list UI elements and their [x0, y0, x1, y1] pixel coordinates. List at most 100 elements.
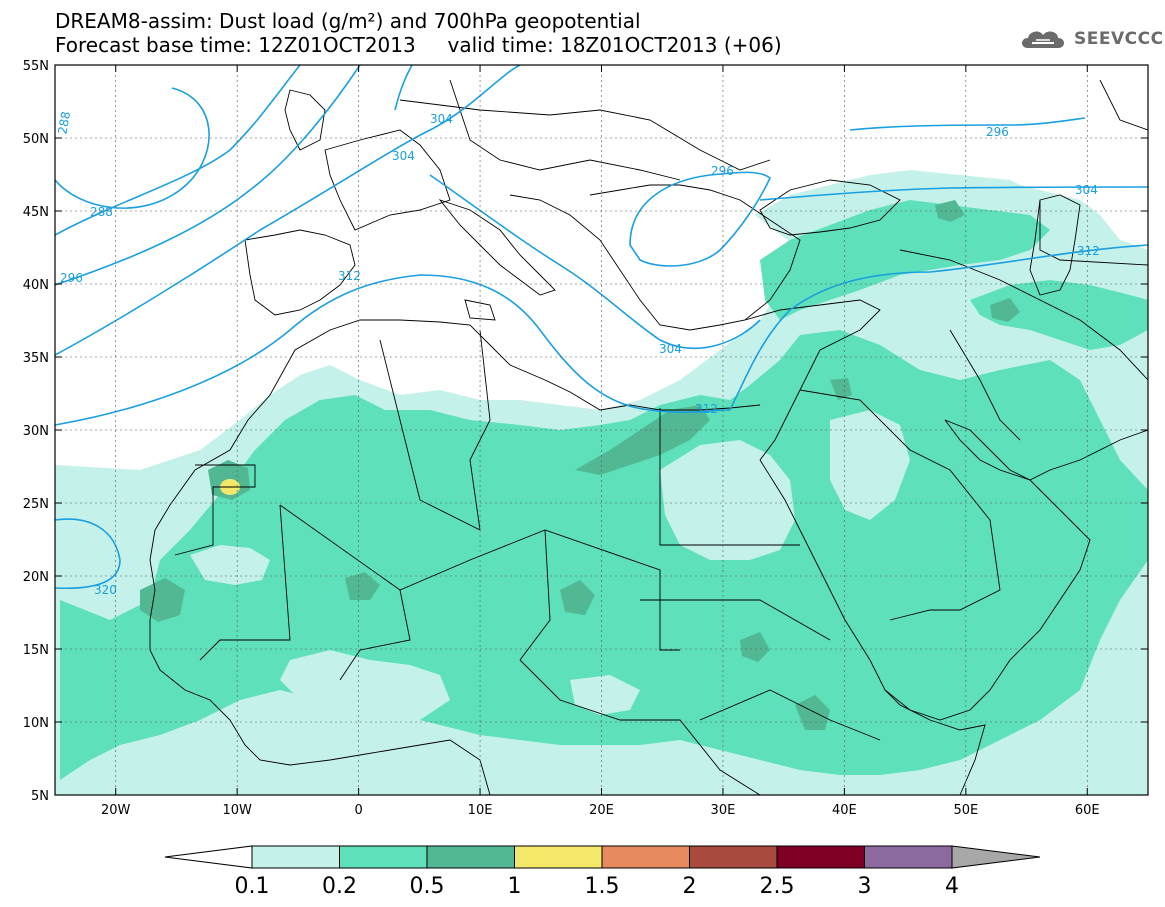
coast-hornafrica	[884, 689, 986, 795]
lon-tick-label: 20E	[589, 803, 614, 818]
coast-levant-turkey	[744, 299, 881, 461]
colorbar-label: 2.5	[760, 874, 795, 899]
colorbar-label: 2	[683, 874, 697, 899]
border-18	[1099, 79, 1148, 131]
lat-tick-label: 50N	[23, 132, 49, 147]
contour-label: 304	[430, 112, 453, 126]
border-15	[899, 249, 1148, 381]
coast-italy	[438, 199, 556, 321]
colorbar-label: 0.2	[322, 874, 357, 899]
lat-tick-label: 45N	[23, 205, 49, 220]
cloud-icon	[1022, 31, 1064, 48]
map-frame	[54, 64, 1149, 796]
forecast-time-line: Forecast base time: 12Z01OCT2013 valid t…	[55, 33, 782, 57]
contour-296-c	[849, 117, 1086, 131]
dust-region-light-hole-sahel	[280, 650, 450, 720]
colorbar-segment	[251, 845, 340, 869]
coast-redsea-arabia	[759, 419, 1091, 721]
contour-288-b	[55, 65, 301, 236]
dust-region-dark-3	[345, 572, 380, 600]
dust-region-dark-7	[740, 632, 770, 662]
colorbar-label: 4	[945, 874, 959, 899]
colorbar-under-triangle	[164, 845, 253, 869]
lon-tick-label: 60E	[1075, 803, 1100, 818]
contour-296-b	[629, 171, 771, 267]
border-13	[399, 99, 771, 171]
colorbar-segment	[864, 845, 953, 869]
contour-label: 296	[711, 164, 734, 178]
coast-westafrica	[149, 529, 491, 795]
dust-region-light-hole-ethiopia	[570, 675, 640, 715]
contour-label: 320	[94, 583, 117, 597]
dust-region-dark-4	[560, 580, 595, 615]
lat-tick-label: 15N	[23, 643, 49, 658]
contour-320	[55, 518, 121, 590]
border-6	[659, 408, 800, 546]
contour-label: 312	[695, 402, 718, 416]
border-2	[199, 504, 291, 661]
contour-label: 312	[1077, 244, 1100, 258]
lat-tick-label: 5N	[31, 789, 49, 804]
contour-label: 304	[1075, 183, 1098, 197]
lon-tick-label: 10E	[468, 803, 493, 818]
border-10	[640, 599, 831, 641]
lat-tick-label: 30N	[23, 424, 49, 439]
lon-tick-label: 0	[354, 803, 362, 818]
coast-blacksea	[759, 179, 901, 236]
border-11	[519, 659, 761, 795]
lat-tick-label: 55N	[23, 59, 49, 74]
contour-label: 304	[659, 342, 682, 356]
lat-tick-label: 35N	[23, 351, 49, 366]
lon-tick-label: 30E	[711, 803, 736, 818]
border-12	[699, 689, 881, 741]
coast-northafrica	[154, 319, 761, 531]
colorbar: 0.1 0.2 0.5 1 1.5 2 2.5 3 4	[164, 845, 1041, 899]
coast-iberia	[244, 229, 356, 316]
colorbar-segment	[601, 845, 690, 869]
lon-tick-label: 20W	[101, 803, 131, 818]
dust-region-dark-6	[990, 298, 1020, 322]
dust-region-medium-iran	[970, 280, 1148, 350]
coast-balkans-greece	[509, 184, 801, 331]
colorbar-label: 1.5	[585, 874, 620, 899]
colorbar-label: 0.5	[410, 874, 445, 899]
contour-labels: 288 288 296 304 304 312 320 304 312 296 …	[55, 110, 1100, 597]
contour-label: 288	[90, 205, 113, 219]
contour-304-c	[429, 174, 761, 350]
dust-region-dark-5	[795, 695, 830, 730]
coast-france-uk	[284, 89, 451, 231]
dust-region-light-hole-egypt	[660, 440, 795, 560]
contour-304-d	[759, 186, 1148, 201]
contour-label: 296	[60, 271, 83, 285]
colorbar-segment	[689, 845, 778, 869]
colorbar-label: 0.1	[235, 874, 270, 899]
lon-tick-label: 50E	[953, 803, 978, 818]
seevccc-logo: SEEVCCC	[1018, 26, 1164, 52]
colorbar-segment	[339, 845, 428, 869]
lon-tick-label: 10W	[222, 803, 252, 818]
dust-region-light-hole-morocco	[190, 545, 270, 585]
colorbar-label: 3	[858, 874, 872, 899]
contour-304-b	[394, 65, 413, 111]
map-title: DREAM8-assim: Dust load (g/m²) and 700hP…	[55, 9, 641, 33]
border-9	[799, 389, 1001, 621]
logo-text: SEEVCCC	[1074, 29, 1164, 49]
lat-tick-label: 20N	[23, 570, 49, 585]
border-17	[1039, 200, 1148, 266]
contour-label: 288	[55, 110, 73, 135]
border-8	[379, 339, 481, 531]
colorbar-segment	[776, 845, 865, 869]
contour-304-a	[55, 65, 521, 356]
contour-label: 312	[338, 269, 361, 283]
lat-tick-label: 10N	[23, 716, 49, 731]
axis-labels: 20W 10W 0 10E 20E 30E 40E 50E 60E 5N 10N 15N 20N 25N 3…	[23, 59, 1100, 818]
border-4	[339, 589, 411, 681]
contour-296-a	[55, 65, 361, 286]
contour-label: 304	[392, 149, 415, 163]
dust-region-dark-9	[830, 378, 852, 400]
colorbar-over-triangle	[951, 845, 1041, 869]
contour-312-a	[55, 274, 731, 426]
lat-tick-label: 40N	[23, 278, 49, 293]
coast-caspian	[1029, 194, 1081, 296]
